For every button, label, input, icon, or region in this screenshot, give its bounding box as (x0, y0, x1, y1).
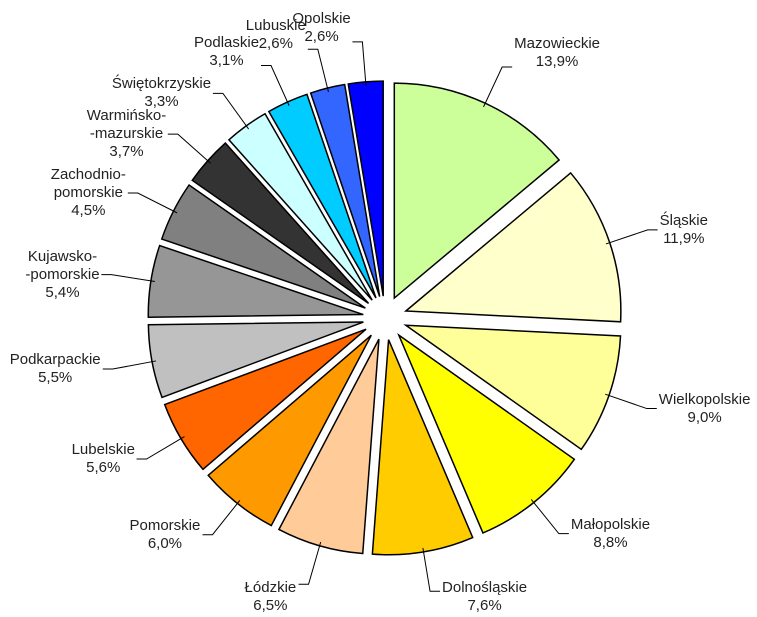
value-label: 8,8% (593, 533, 628, 551)
category-label: Łódzkie (244, 579, 297, 596)
value-label: 5,4% (45, 283, 80, 301)
leader-line (307, 48, 329, 93)
leader-line (212, 92, 250, 130)
category-label: Podlaskie (194, 33, 260, 51)
slice-label: Lubelskie 5,6% (72, 441, 135, 477)
slice-label: Kujawsko- -pomorskie 5,4% (25, 248, 99, 302)
leader-line (605, 393, 657, 410)
category-label: Małopolskie (570, 515, 651, 533)
value-label: 6,0% (147, 534, 183, 552)
category-label: Śląskie (659, 211, 708, 229)
leader-line (483, 66, 513, 108)
slice-label: Warmińsko- -mazurskie 3,7% (87, 107, 166, 161)
slice-label: Mazowieckie 13,9% (514, 35, 600, 71)
slice-label: Pomorskie 6,0% (129, 517, 200, 553)
value-label: 4,5% (71, 202, 106, 220)
leader-line (298, 541, 322, 585)
value-label: 9,0% (687, 408, 722, 426)
category-label: Świętokrzyskie (111, 75, 212, 93)
slice-label: Śląskie 11,9% (660, 212, 708, 248)
leader-line (136, 436, 185, 460)
value-label: 5,5% (38, 369, 73, 387)
leader-line (261, 65, 290, 106)
category-label: Lubuskie (245, 17, 306, 35)
value-label: 11,9% (663, 229, 705, 247)
value-label: 3,7% (109, 143, 144, 161)
category-label: Zachodnio- pomorskie (50, 166, 126, 202)
category-label: Lubelskie (71, 441, 135, 458)
value-label: 3,3% (144, 93, 179, 111)
leader-line (167, 133, 212, 164)
leader-line (101, 274, 155, 283)
slice-label: Zachodnio- pomorskie 4,5% (51, 166, 126, 220)
category-label: Dolnośląskie (442, 579, 528, 596)
leader-line (352, 41, 367, 86)
leader-line (605, 229, 658, 245)
value-label: 13,9% (535, 52, 579, 70)
value-label: 7,6% (467, 597, 502, 614)
category-label: Kujawsko- -pomorskie (25, 247, 100, 283)
slice-label: Dolnośląskie 7,6% (442, 579, 527, 615)
value-label: 2,6% (304, 27, 339, 45)
leader-line (127, 192, 178, 214)
slice-label: Łódzkie 6,5% (245, 579, 297, 615)
slice-label: Opolskie 2,6% (292, 10, 350, 46)
value-label: 5,6% (86, 459, 121, 476)
leader-line (202, 499, 241, 536)
category-label: Pomorskie (129, 516, 201, 534)
value-label: 2,6% (258, 35, 293, 53)
category-label: Opolskie (292, 9, 351, 27)
category-label: Warmińsko- -mazurskie (86, 107, 167, 143)
slice-label: Lubuskie 2,6% (246, 17, 306, 53)
value-label: 3,1% (209, 51, 244, 69)
slice-label: Świętokrzyskie 3,3% (112, 75, 211, 111)
category-label: Podkarpackie (9, 351, 101, 369)
slice-label: Małopolskie 8,8% (571, 516, 650, 552)
category-label: Wielkopolskie (658, 390, 751, 408)
slice-label: Podlaskie 3,1% (194, 34, 259, 70)
leader-line (530, 499, 569, 535)
leader-line (102, 360, 157, 370)
value-label: 6,5% (253, 597, 288, 614)
leader-line (422, 547, 441, 592)
slice-label: Podkarpackie 5,5% (10, 351, 101, 387)
slice-label: Wielkopolskie 9,0% (659, 391, 751, 427)
category-label: Mazowieckie (514, 34, 601, 52)
